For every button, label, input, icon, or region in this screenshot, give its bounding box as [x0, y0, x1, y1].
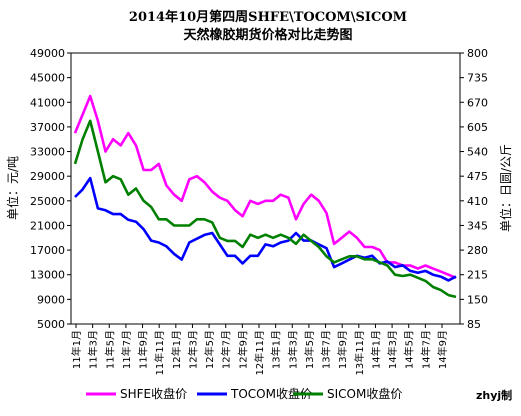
- y-left-tick-label: 41000: [30, 96, 65, 109]
- y-left-tick-label: 5000: [37, 318, 65, 331]
- x-tick-label: 14年9月: [436, 330, 449, 369]
- y-left-tick-label: 37000: [30, 121, 65, 134]
- x-tick-label: 12年11月: [253, 330, 266, 375]
- y-left-tick-label: 21000: [30, 219, 65, 232]
- legend-label: SICOM收盘价: [327, 386, 402, 401]
- chart-credit: zhyj制: [476, 388, 512, 402]
- series-line-1: [74, 176, 457, 282]
- x-tick-label: 13年7月: [320, 330, 333, 369]
- x-tick-label: 14年7月: [419, 330, 432, 369]
- y-right-tick-label: 280: [467, 244, 488, 257]
- x-tick-label: 11年7月: [120, 330, 133, 369]
- y-right-tick-label: 540: [467, 146, 488, 159]
- y-axis-right: 800 735 670 605 540 475 410 345 280 215 150 85: [460, 47, 488, 331]
- x-tick-label: 14年3月: [386, 330, 399, 369]
- x-tick-label: 13年5月: [303, 330, 316, 369]
- y-left-tick-label: 29000: [30, 170, 65, 183]
- y-right-tick-label: 150: [467, 293, 488, 306]
- y-right-tick-label: 215: [467, 269, 488, 282]
- y-right-tick-label: 605: [467, 121, 488, 134]
- x-tick-label: 12年5月: [203, 330, 216, 369]
- series-line-0: [73, 94, 457, 280]
- x-axis: 11年1月 11年3月 11年5月 11年7月 11年9月 11年11月 12年1月 12年3…: [70, 324, 449, 375]
- y-left-tick-label: 33000: [30, 146, 65, 159]
- x-tick-label: 11年3月: [87, 330, 100, 369]
- series-lines: [73, 94, 457, 299]
- y-right-tick-label: 800: [467, 47, 488, 60]
- x-tick-label: 14年5月: [403, 330, 416, 369]
- y-left-tick-label: 45000: [30, 72, 65, 85]
- x-tick-label: 13年9月: [336, 330, 349, 369]
- y-right-tick-label: 670: [467, 96, 488, 109]
- y-axis-left: 49000 45000 41000 37000 33000 29000 25000 21000…: [30, 47, 71, 331]
- x-tick-label: 11年1月: [70, 330, 83, 369]
- y-right-tick-label: 410: [467, 195, 488, 208]
- x-tick-label: 13年1月: [270, 330, 283, 369]
- series-line-2: [73, 119, 457, 299]
- x-tick-label: 11年9月: [137, 330, 150, 369]
- x-tick-label: 12年1月: [170, 330, 183, 369]
- legend-label: TOCOM收盘价: [230, 386, 312, 401]
- y-axis-left-label: 单位：元/吨: [5, 156, 20, 220]
- y-right-tick-label: 475: [467, 170, 488, 183]
- y-left-tick-label: 25000: [30, 195, 65, 208]
- legend: SHFE收盘价 TOCOM收盘价 SICOM收盘价: [86, 386, 402, 401]
- chart-subtitle: 天然橡胶期货价格对比走势图: [183, 27, 352, 43]
- x-tick-label: 13年3月: [286, 330, 299, 369]
- x-tick-label: 12年3月: [186, 330, 199, 369]
- plot-area: [70, 52, 461, 325]
- x-tick-label: 12年9月: [236, 330, 249, 369]
- x-tick-label: 14年1月: [369, 330, 382, 369]
- y-left-tick-label: 17000: [30, 244, 65, 257]
- y-left-tick-label: 9000: [37, 293, 65, 306]
- x-tick-label: 11年11月: [153, 330, 166, 375]
- y-left-tick-label: 13000: [30, 269, 65, 282]
- y-right-tick-label: 735: [467, 72, 488, 85]
- x-tick-label: 11年5月: [103, 330, 116, 369]
- y-left-tick-label: 49000: [30, 47, 65, 60]
- y-right-tick-label: 345: [467, 219, 488, 232]
- x-tick-label: 13年11月: [353, 330, 366, 375]
- chart-title: 2014年10月第四周SHFE\TOCOM\SICOM: [129, 9, 407, 25]
- y-right-tick-label: 85: [467, 318, 481, 331]
- y-axis-right-label: 单位：日圆/公斤: [498, 144, 513, 232]
- legend-label: SHFE收盘价: [120, 386, 187, 401]
- x-tick-label: 12年7月: [220, 330, 233, 369]
